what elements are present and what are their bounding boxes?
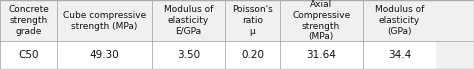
Text: 3.50: 3.50: [177, 50, 200, 60]
Bar: [280, 41, 363, 69]
Text: C50: C50: [18, 50, 39, 60]
Text: 0.20: 0.20: [241, 50, 264, 60]
Text: Concrete
strength
grade: Concrete strength grade: [8, 5, 49, 36]
Bar: [0, 0, 57, 41]
Bar: [152, 0, 225, 41]
Text: Poisson's
ratio
μ: Poisson's ratio μ: [232, 5, 273, 36]
Bar: [0, 41, 57, 69]
Bar: [280, 0, 363, 41]
Text: 49.30: 49.30: [90, 50, 119, 60]
Text: 31.64: 31.64: [306, 50, 336, 60]
Bar: [57, 0, 152, 41]
Text: 34.4: 34.4: [388, 50, 411, 60]
Bar: [57, 41, 152, 69]
Text: Axial
Compressive
strength
(MPa): Axial Compressive strength (MPa): [292, 0, 350, 41]
Bar: [225, 0, 280, 41]
Bar: [363, 0, 436, 41]
Text: Modulus of
elasticity
(GPa): Modulus of elasticity (GPa): [374, 5, 424, 36]
Bar: [225, 41, 280, 69]
Text: Cube compressive
strength (MPa): Cube compressive strength (MPa): [63, 11, 146, 31]
Bar: [363, 41, 436, 69]
Text: Modulus of
elasticity
E/GPa: Modulus of elasticity E/GPa: [164, 5, 213, 36]
Bar: [152, 41, 225, 69]
